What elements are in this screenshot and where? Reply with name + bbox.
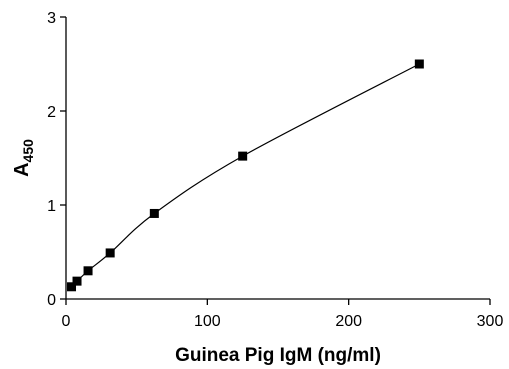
y-axis-title-main: A: [11, 162, 33, 176]
y-axis: 0 1 2 3: [47, 10, 67, 309]
data-point: [72, 276, 82, 286]
x-tick-label: 300: [477, 313, 504, 330]
y-tick-label: 3: [47, 10, 56, 27]
x-tick-label: 100: [194, 313, 221, 330]
data-points-layer: [67, 59, 424, 292]
x-tick-label: 0: [62, 313, 71, 330]
fit-curve-layer: [71, 63, 420, 288]
y-axis-title: A450: [11, 139, 36, 177]
data-point: [67, 282, 77, 292]
data-point: [149, 208, 159, 218]
data-point: [414, 59, 424, 69]
x-axis: 0 100 200 300: [62, 298, 504, 330]
data-point: [238, 151, 248, 161]
x-axis-title: Guinea Pig IgM (ng/ml): [175, 345, 381, 366]
y-tick-label: 1: [47, 198, 56, 215]
y-axis-title-subscript: 450: [20, 139, 36, 163]
fit-curve-line: [71, 63, 420, 288]
x-tick-label: 200: [335, 313, 362, 330]
data-point: [105, 248, 115, 258]
y-tick-label: 0: [47, 292, 56, 309]
data-point: [83, 266, 93, 276]
y-tick-label: 2: [47, 104, 56, 121]
